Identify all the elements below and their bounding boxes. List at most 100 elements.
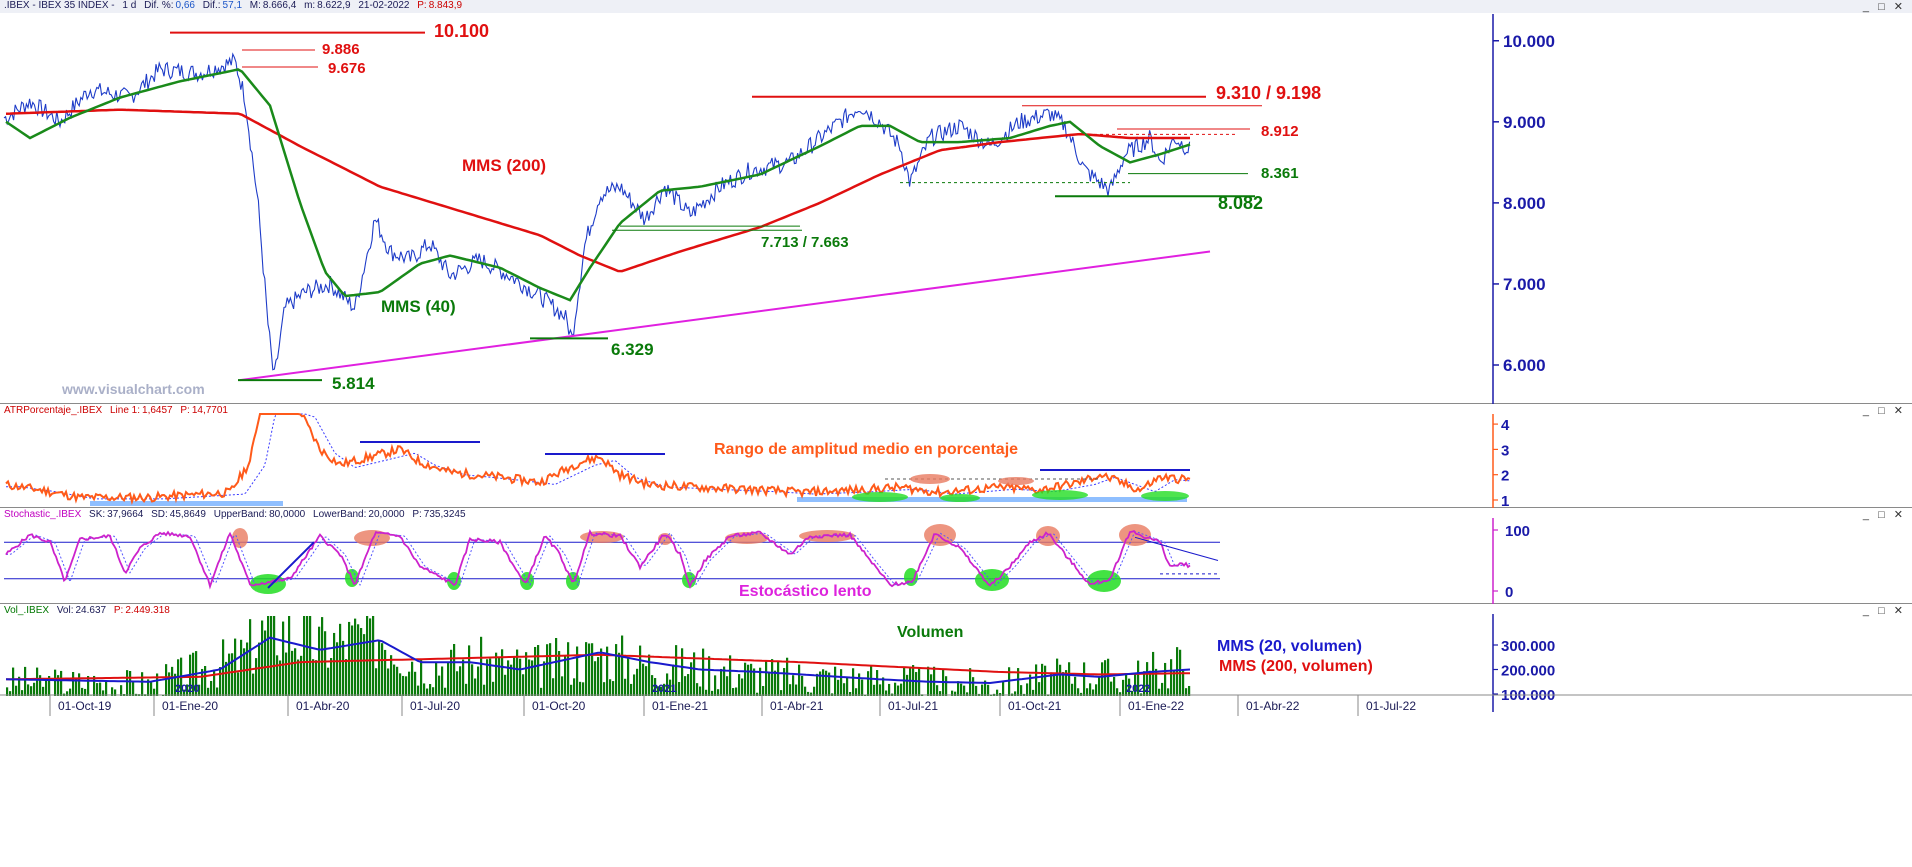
volume-bar xyxy=(342,640,345,696)
min-value: 8.622,9 xyxy=(317,0,351,11)
last-value: 8.843,9 xyxy=(428,0,463,11)
volume-bar xyxy=(9,691,12,696)
volume-bar xyxy=(723,666,726,696)
volume-bar xyxy=(45,678,48,696)
volume-bar xyxy=(471,664,474,696)
price-window-buttons[interactable]: _ □ ✕ xyxy=(1862,1,1906,13)
dif-pct-label: Dif. %: xyxy=(144,0,174,11)
volume-bar xyxy=(915,672,918,696)
volume-bar xyxy=(276,655,279,696)
volume-bar xyxy=(348,621,351,696)
price-header: .IBEX - IBEX 35 INDEX - 1 d Dif. %: 0,66 … xyxy=(0,0,1912,13)
volume-bar xyxy=(825,670,828,696)
volume-bar xyxy=(714,675,717,696)
vol-mms200-line xyxy=(5,653,1190,681)
volume-bar xyxy=(888,683,891,696)
volume-bar xyxy=(936,685,939,696)
volume-bar xyxy=(171,666,174,696)
stoch-trend-line xyxy=(267,541,315,589)
volume-bar xyxy=(459,666,462,696)
volume-bar xyxy=(441,666,444,696)
stoch-axis-label: 100 xyxy=(1505,523,1530,540)
volume-bar xyxy=(60,670,63,696)
volume-bar xyxy=(15,685,18,696)
vol-axis-label: 200.000 xyxy=(1501,663,1555,680)
volume-bar xyxy=(996,689,999,696)
label-mms200: MMS (200) xyxy=(462,156,546,175)
atr-low-marker xyxy=(940,494,980,502)
volume-bar xyxy=(582,682,585,696)
volume-bar xyxy=(879,684,882,696)
date-label: 01-Ene-21 xyxy=(652,699,708,713)
atr-low-marker xyxy=(1032,490,1088,500)
atr-window-buttons[interactable]: _ □ ✕ xyxy=(1862,405,1906,417)
label-8082: 8.082 xyxy=(1218,193,1263,213)
dif-pct-value: 0,66 xyxy=(175,0,195,11)
volume-bar xyxy=(240,639,243,696)
volume-bar xyxy=(951,690,954,696)
stoch-overbought-marker xyxy=(354,530,390,546)
volume-bar xyxy=(207,687,210,696)
volume-bar xyxy=(1170,659,1173,696)
volume-bar xyxy=(516,649,519,696)
volume-bar xyxy=(627,657,630,696)
atr-base-bar xyxy=(797,497,1187,502)
volume-bar xyxy=(210,680,213,696)
stoch-p-label: P: xyxy=(412,509,422,520)
last-label: P: xyxy=(417,0,427,11)
volume-bar xyxy=(981,684,984,696)
volume-bar xyxy=(759,667,762,696)
volume-bar xyxy=(198,684,201,696)
volume-bar xyxy=(474,678,477,696)
volume-bar xyxy=(741,678,744,696)
vol-legend-200: MMS (200, volumen) xyxy=(1219,658,1373,675)
volume-bar xyxy=(291,650,294,696)
volume-bar xyxy=(1098,677,1101,696)
stoch-window-buttons[interactable]: _ □ ✕ xyxy=(1862,509,1906,521)
volume-bar xyxy=(639,645,642,696)
volume-bar xyxy=(204,666,207,696)
volume-bar xyxy=(114,689,117,696)
volume-bar xyxy=(717,689,720,696)
volume-bar xyxy=(141,672,144,696)
label-5814: 5.814 xyxy=(332,374,375,393)
volume-bar xyxy=(780,690,783,696)
volume-bar xyxy=(1053,673,1056,696)
volume-bar xyxy=(873,684,876,696)
volume-bar xyxy=(345,659,348,696)
volume-bar xyxy=(828,672,831,696)
volume-bar xyxy=(18,676,21,696)
volume-bar xyxy=(468,645,471,696)
volume-bar xyxy=(99,682,102,696)
vol-window-buttons[interactable]: _ □ ✕ xyxy=(1862,605,1906,617)
price-chart: 6.000 7.000 8.000 9.000 10.000 10.100 9.886 9.6… xyxy=(3,14,1555,404)
volume-bar xyxy=(765,660,768,696)
volume-bar xyxy=(1107,658,1110,696)
volume-bar xyxy=(1176,647,1179,696)
volume-bar xyxy=(486,659,489,696)
volume-bar xyxy=(549,643,552,696)
volume-bar xyxy=(663,683,666,696)
volume-bar xyxy=(534,646,537,696)
date-label: 01-Abr-20 xyxy=(296,699,350,713)
volume-bar xyxy=(705,689,708,696)
volume-bar xyxy=(1167,688,1170,696)
volume-bar xyxy=(555,637,558,696)
price-axis-label: 10.000 xyxy=(1503,32,1555,51)
trendline xyxy=(239,250,1211,382)
volume-bar xyxy=(957,681,960,696)
volume-bar xyxy=(852,668,855,696)
label-10100: 10.100 xyxy=(434,21,489,41)
volume-bar xyxy=(1029,674,1032,696)
atr-axis-label: 1 xyxy=(1501,493,1509,510)
volume-bar xyxy=(1050,672,1053,696)
volume-header: Vol_.IBEX Vol: 24.637 P: 2.449.318 xyxy=(4,605,175,616)
volume-bar xyxy=(876,670,879,696)
volume-bar xyxy=(420,658,423,696)
volume-bar xyxy=(906,674,909,696)
volume-bar xyxy=(867,671,870,696)
volume-bar xyxy=(426,688,429,696)
volume-bar xyxy=(489,658,492,696)
volume-bar xyxy=(870,666,873,696)
volume-bar xyxy=(762,686,765,696)
